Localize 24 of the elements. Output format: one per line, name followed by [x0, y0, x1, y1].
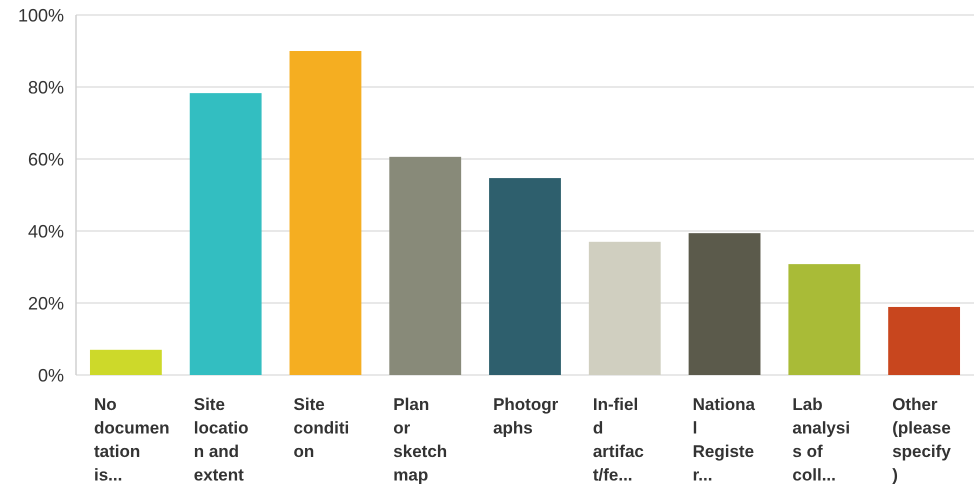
y-tick-label: 100%	[18, 5, 64, 26]
x-tick-label: Photogr aphs	[493, 395, 559, 438]
bar	[688, 233, 760, 375]
bar	[788, 264, 860, 375]
bar	[190, 93, 262, 375]
y-tick-label: 0%	[38, 365, 64, 386]
y-tick-label: 80%	[28, 77, 64, 98]
bar	[90, 350, 162, 375]
y-tick-label: 40%	[28, 221, 64, 242]
x-tick-label: Site locatio n and extent	[194, 395, 249, 484]
y-tick-label: 20%	[28, 293, 64, 314]
x-tick-label: In-fiel d artifac t/fe...	[592, 395, 644, 484]
bar	[389, 156, 462, 375]
bar	[888, 306, 960, 375]
x-tick-label: Lab analysi s of coll...	[792, 395, 850, 484]
bar	[290, 51, 362, 375]
y-tick-label: 60%	[28, 149, 64, 170]
bar	[489, 178, 561, 375]
bar	[588, 242, 661, 375]
x-tick-label: Site conditi on	[294, 395, 350, 461]
x-tick-label: Other (please specify )	[892, 395, 952, 484]
x-tick-label: Nationa l Registe r...	[692, 395, 756, 484]
x-tick-label: No documen tation is...	[94, 395, 170, 484]
x-tick-label: Plan or sketch map	[393, 395, 448, 484]
